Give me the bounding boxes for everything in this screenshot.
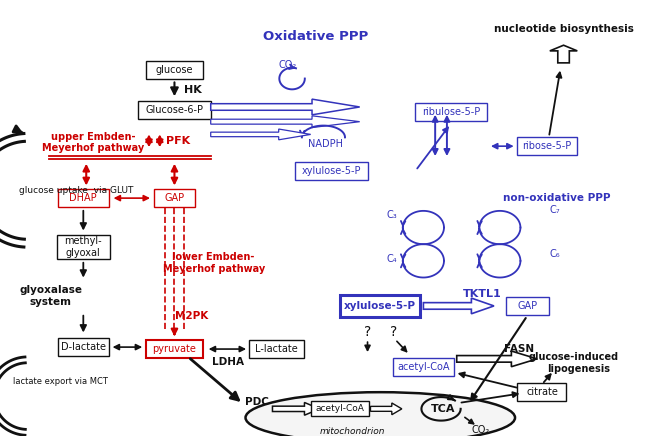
Polygon shape (272, 403, 320, 415)
Text: D-lactate: D-lactate (61, 342, 106, 352)
FancyBboxPatch shape (146, 340, 203, 358)
FancyBboxPatch shape (154, 189, 195, 207)
FancyBboxPatch shape (146, 61, 203, 78)
FancyBboxPatch shape (58, 189, 109, 207)
Text: lower Embden-: lower Embden- (173, 252, 255, 262)
Text: pyruvate: pyruvate (153, 344, 197, 354)
FancyBboxPatch shape (57, 235, 110, 259)
Text: ribulose-5-P: ribulose-5-P (422, 107, 480, 117)
Text: GAP: GAP (517, 301, 538, 311)
FancyBboxPatch shape (249, 340, 304, 358)
Text: M2PK: M2PK (175, 311, 209, 321)
Text: Meyerhof pathway: Meyerhof pathway (162, 264, 265, 274)
FancyBboxPatch shape (516, 137, 577, 155)
Text: CO₂: CO₂ (471, 426, 489, 435)
Text: xylulose-5-P: xylulose-5-P (302, 166, 361, 176)
FancyBboxPatch shape (311, 401, 369, 416)
Text: mitochondrion: mitochondrion (320, 427, 386, 436)
Text: C₃: C₃ (387, 210, 397, 220)
Text: lactate export via MCT: lactate export via MCT (14, 377, 108, 386)
Text: Meyerhof pathway: Meyerhof pathway (42, 143, 144, 153)
Text: L-lactate: L-lactate (255, 344, 298, 354)
Text: upper Embden-: upper Embden- (51, 132, 135, 142)
Text: Oxidative PPP: Oxidative PPP (263, 30, 368, 43)
Text: glucose uptake  via GLUT: glucose uptake via GLUT (19, 186, 134, 195)
Text: citrate: citrate (526, 387, 558, 397)
Text: Glucose-6-P: Glucose-6-P (146, 105, 203, 115)
FancyBboxPatch shape (340, 295, 421, 317)
Polygon shape (211, 99, 360, 115)
Text: LDHA: LDHA (212, 357, 245, 367)
Text: ?: ? (364, 325, 371, 340)
Polygon shape (550, 45, 577, 63)
Text: methyl-
glyoxal: methyl- glyoxal (65, 236, 102, 258)
Text: FASN: FASN (505, 344, 534, 354)
Polygon shape (211, 116, 360, 127)
Text: TKTL1: TKTL1 (463, 289, 501, 299)
FancyBboxPatch shape (518, 383, 567, 401)
Polygon shape (423, 298, 494, 314)
FancyBboxPatch shape (506, 297, 549, 315)
Text: C₆: C₆ (549, 249, 560, 259)
FancyBboxPatch shape (415, 103, 487, 121)
Text: TCA: TCA (431, 404, 455, 414)
FancyBboxPatch shape (58, 338, 109, 356)
Text: NADPH: NADPH (308, 139, 343, 149)
Text: glyoxalase
system: glyoxalase system (19, 285, 82, 307)
Text: glucose-induced: glucose-induced (529, 352, 619, 362)
Text: ribose-5-P: ribose-5-P (522, 141, 571, 151)
FancyBboxPatch shape (295, 162, 367, 179)
Text: nucleotide biosynthesis: nucleotide biosynthesis (494, 23, 633, 34)
Text: glucose: glucose (156, 65, 193, 75)
FancyBboxPatch shape (138, 101, 211, 119)
Polygon shape (371, 403, 402, 415)
FancyBboxPatch shape (393, 358, 454, 376)
Ellipse shape (245, 392, 515, 441)
Text: acetyl-CoA: acetyl-CoA (397, 362, 450, 372)
Text: lipogenesis: lipogenesis (547, 364, 609, 374)
Text: PFK: PFK (166, 136, 190, 146)
Polygon shape (457, 351, 537, 367)
Text: DHAP: DHAP (69, 193, 97, 203)
Text: xylulose-5-P: xylulose-5-P (344, 301, 416, 311)
Text: GAP: GAP (164, 193, 184, 203)
Text: C₇: C₇ (549, 205, 560, 215)
Text: HK: HK (184, 85, 202, 95)
Text: CO₂: CO₂ (278, 60, 296, 70)
Text: PDC: PDC (245, 397, 269, 407)
Text: C₄: C₄ (387, 254, 397, 264)
Polygon shape (211, 129, 311, 140)
Text: acetyl-CoA: acetyl-CoA (316, 404, 364, 413)
Text: ?: ? (390, 325, 398, 340)
Text: non-oxidative PPP: non-oxidative PPP (503, 193, 610, 203)
